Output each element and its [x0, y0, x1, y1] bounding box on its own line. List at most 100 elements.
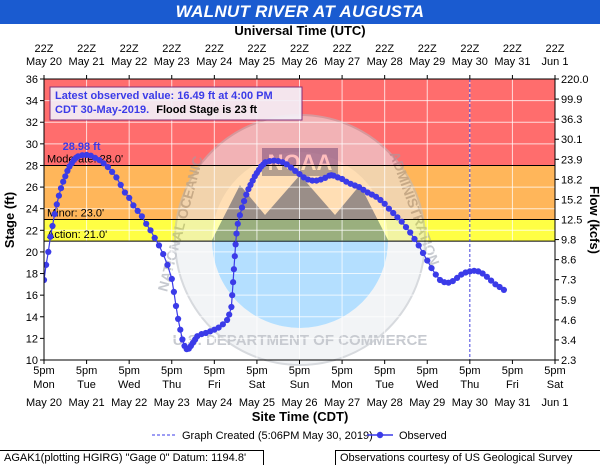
observed-point: [390, 209, 397, 217]
observed-point: [143, 220, 150, 227]
utc-tick-date: May 20: [26, 56, 62, 68]
y2-tick-label: 4.6: [561, 315, 576, 327]
observed-point: [228, 303, 235, 311]
threshold-label: Minor: 23.0': [47, 208, 104, 220]
legend-observed: Observed: [399, 430, 447, 442]
y-tick-label: 16: [26, 290, 38, 302]
observed-point: [219, 321, 226, 328]
observed-point: [402, 224, 410, 231]
y-tick-label: 34: [26, 96, 38, 108]
observed-point: [233, 230, 240, 237]
observed-point: [113, 174, 120, 181]
y2-tick-label: 12.5: [561, 215, 582, 227]
site-tick-time: 5pm: [417, 365, 438, 377]
observed-point: [385, 205, 392, 212]
utc-tick-time: 22Z: [546, 43, 565, 55]
utc-tick-date: May 28: [367, 56, 403, 68]
site-tick-weekday: Wed: [118, 379, 140, 391]
site-tick-weekday: Mon: [331, 379, 352, 391]
observed-point: [175, 315, 182, 322]
observed-point: [49, 222, 56, 230]
threshold-label: Action: 21.0': [47, 229, 107, 241]
peak-label: 28.98 ft: [63, 141, 101, 153]
site-tick-weekday: Sat: [249, 379, 266, 391]
site-tick-date: Jun 1: [542, 397, 569, 409]
utc-tick-date: May 24: [196, 56, 232, 68]
observed-point: [238, 204, 246, 211]
site-tick-time: 5pm: [161, 365, 182, 377]
observed-point: [428, 265, 435, 272]
observed-point: [231, 253, 238, 260]
observed-point: [373, 193, 380, 200]
y2-axis-label: Flow (kcfs): [587, 186, 600, 254]
utc-tick-time: 22Z: [162, 43, 181, 55]
observed-point: [449, 278, 456, 285]
utc-tick-time: 22Z: [35, 43, 54, 55]
utc-tick-time: 22Z: [205, 43, 224, 55]
observed-point: [230, 279, 237, 286]
utc-tick-date: May 22: [111, 56, 147, 68]
y-tick-label: 20: [26, 247, 38, 259]
site-tick-weekday: Fri: [506, 379, 519, 391]
site-tick-date: May 21: [69, 397, 105, 409]
site-tick-weekday: Sat: [547, 379, 564, 391]
observed-point: [283, 161, 290, 168]
observed-point: [47, 233, 54, 240]
utc-tick-date: May 21: [69, 56, 105, 68]
bottom-axis-title: Site Time (CDT): [252, 409, 349, 424]
y-tick-label: 26: [26, 182, 38, 194]
observed-point: [168, 275, 175, 282]
observed-point: [104, 164, 111, 171]
observed-point: [419, 249, 427, 257]
observed-point: [100, 160, 107, 167]
observed-point: [155, 242, 163, 249]
site-tick-time: 5pm: [502, 365, 523, 377]
site-tick-date: May 24: [196, 397, 232, 409]
site-tick-time: 5pm: [76, 365, 97, 377]
observed-point: [60, 178, 67, 185]
observed-point: [96, 157, 103, 164]
utc-tick-date: May 23: [154, 56, 190, 68]
observed-point: [229, 292, 236, 299]
observed-point: [224, 316, 231, 324]
latest-value-box: Latest observed value: 16.49 ft at 4:00 …: [49, 86, 303, 121]
y-tick-label: 22: [26, 225, 38, 237]
site-tick-time: 5pm: [246, 365, 267, 377]
utc-tick-time: 22Z: [375, 43, 394, 55]
observed-point: [126, 194, 133, 201]
site-tick-date: May 27: [324, 397, 360, 409]
observed-point: [121, 189, 128, 196]
y2-tick-label: 3.4: [561, 335, 576, 347]
utc-tick-time: 22Z: [120, 43, 139, 55]
y-tick-label: 28: [26, 160, 38, 172]
y-tick-label: 24: [26, 204, 38, 216]
observed-point: [226, 311, 233, 318]
observed-point: [381, 200, 388, 207]
site-tick-date: May 23: [154, 397, 190, 409]
site-tick-weekday: Sun: [290, 379, 310, 391]
site-tick-time: 5pm: [459, 365, 480, 377]
footer-gage-info: AGAK1(plotting HGIRG) "Gage 0" Datum: 11…: [0, 450, 264, 465]
stage-axis: 10 12 14 16 18 20 22 24 26 28 30 32 34 36: [26, 74, 44, 367]
site-tick-date: May 22: [111, 397, 147, 409]
site-tick-time: 5pm: [544, 365, 565, 377]
legend-observed-marker: [376, 431, 384, 439]
site-tick-time: 5pm: [374, 365, 395, 377]
observed-point: [138, 213, 145, 220]
observed-point: [170, 288, 177, 295]
observed-point: [55, 192, 63, 199]
observed-point: [234, 220, 241, 227]
observed-point: [134, 207, 141, 214]
site-tick-date: May 31: [494, 397, 530, 409]
site-tick-date: May 30: [452, 397, 488, 409]
observed-point: [479, 270, 486, 277]
site-tick-date: May 28: [367, 397, 403, 409]
utc-tick-date: May 29: [409, 56, 445, 68]
observed-point: [488, 277, 495, 284]
observed-point: [454, 274, 461, 281]
y2-tick-label: 99.9: [561, 94, 582, 106]
observed-point: [432, 271, 439, 278]
site-tick-weekday: Thu: [460, 379, 479, 391]
utc-tick-date: May 27: [324, 56, 360, 68]
